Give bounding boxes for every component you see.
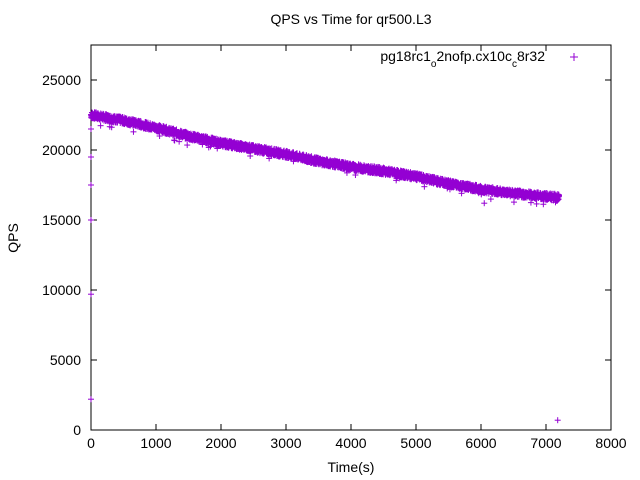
x-tick-label: 1000 [140, 435, 171, 451]
legend-plus-icon [570, 53, 578, 61]
x-tick-label: 3000 [270, 435, 301, 451]
outlier-point [88, 126, 94, 132]
y-tick-label: 25000 [42, 72, 81, 88]
x-axis: 0 1000 2000 3000 4000 5000 6000 7000 8000 [87, 45, 627, 451]
y-tick-label: 0 [73, 422, 81, 438]
data-point [97, 122, 104, 129]
data-point [352, 172, 359, 179]
x-tick-label: 5000 [400, 435, 431, 451]
x-tick-label: 6000 [465, 435, 496, 451]
x-tick-label: 2000 [205, 435, 236, 451]
y-axis-label: QPS [5, 223, 21, 253]
outlier-point [88, 291, 94, 298]
outlier-point [88, 182, 94, 188]
outlier-point [88, 154, 94, 160]
outlier-point [554, 417, 561, 424]
y-axis: 0 5000 10000 15000 20000 25000 [42, 72, 611, 438]
data-point [510, 199, 517, 206]
outlier-point [481, 200, 488, 207]
data-point [487, 196, 494, 203]
legend-marker [570, 53, 578, 61]
data-point [184, 142, 191, 149]
y-tick-label: 10000 [42, 282, 81, 298]
outlier-point [88, 396, 94, 403]
x-tick-label: 4000 [335, 435, 366, 451]
x-axis-label: Time(s) [328, 459, 375, 475]
legend-series-label: pg18rc1o2nofp.cx10cc8r32 [380, 48, 545, 70]
data-point [533, 200, 540, 207]
plot-frame [90, 44, 612, 431]
x-tick-label: 8000 [595, 435, 626, 451]
series-points [88, 109, 562, 424]
data-point [247, 153, 254, 160]
chart-title: QPS vs Time for qr500.L3 [270, 11, 431, 27]
y-tick-label: 15000 [42, 212, 81, 228]
x-tick-label: 0 [87, 435, 95, 451]
data-point [527, 199, 534, 206]
plot-border [90, 44, 612, 431]
y-tick-label: 20000 [42, 142, 81, 158]
legend: pg18rc1o2nofp.cx10cc8r32 [380, 48, 578, 70]
x-tick-label: 7000 [530, 435, 561, 451]
outlier-point [88, 217, 94, 223]
y-tick-label: 5000 [50, 352, 81, 368]
data-point [130, 128, 137, 135]
